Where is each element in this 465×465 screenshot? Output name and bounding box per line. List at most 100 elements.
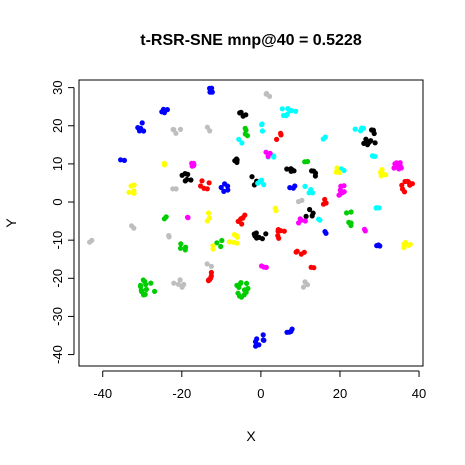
data-point — [407, 182, 413, 188]
data-point — [221, 188, 227, 194]
data-point — [206, 215, 213, 221]
cluster-red — [274, 130, 284, 142]
data-point — [363, 136, 369, 142]
data-point — [278, 130, 284, 136]
cluster-yellow — [161, 160, 168, 168]
data-point — [231, 232, 237, 238]
data-point — [274, 136, 280, 142]
cluster-magenta — [259, 263, 269, 270]
data-point — [239, 140, 245, 146]
data-point — [126, 189, 132, 195]
data-point — [141, 128, 147, 134]
data-point — [289, 326, 295, 332]
cluster-black — [251, 230, 269, 242]
cluster-gray — [204, 261, 214, 269]
data-point — [205, 210, 212, 216]
data-point — [238, 280, 244, 286]
cluster-gray — [166, 233, 172, 240]
data-point — [293, 108, 299, 114]
data-point — [309, 168, 315, 174]
data-point — [253, 343, 259, 349]
y-tick-label: 10 — [50, 157, 65, 171]
y-tick-label: -40 — [50, 345, 65, 364]
data-point — [299, 197, 305, 203]
cluster-yellow — [401, 239, 413, 251]
cluster-black — [179, 171, 194, 184]
cluster-cyan — [259, 121, 266, 134]
data-point — [173, 186, 179, 192]
data-point — [183, 244, 189, 250]
data-point — [284, 166, 290, 172]
data-point — [240, 215, 246, 221]
cluster-yellow — [126, 182, 137, 196]
x-tick-label: -40 — [93, 386, 112, 401]
data-point — [208, 275, 214, 281]
data-point — [298, 251, 304, 257]
data-point — [177, 277, 183, 283]
data-point — [310, 210, 316, 216]
data-point — [139, 289, 145, 295]
data-point — [263, 91, 269, 97]
data-point — [302, 279, 308, 285]
cluster-gray — [171, 277, 187, 290]
cluster-red — [275, 227, 287, 241]
data-point — [208, 269, 214, 276]
cluster-cyan — [279, 106, 299, 119]
cluster-yellow — [226, 232, 240, 246]
data-point — [322, 134, 328, 140]
data-point — [171, 280, 177, 286]
data-point — [307, 206, 313, 213]
cluster-blue — [159, 106, 170, 116]
data-point — [302, 183, 308, 189]
x-tick-label: 40 — [412, 386, 426, 401]
data-point — [137, 282, 144, 288]
data-point — [372, 153, 378, 159]
y-axis-label: Y — [3, 218, 19, 228]
data-point — [234, 240, 240, 246]
cluster-cyan — [338, 166, 347, 174]
data-point — [152, 288, 158, 294]
cluster-yellow — [377, 167, 389, 179]
data-point — [336, 192, 342, 198]
cluster-gray — [170, 186, 179, 192]
x-axis-label: X — [246, 428, 256, 444]
data-point — [236, 284, 242, 290]
data-point — [341, 167, 347, 174]
data-point — [219, 237, 225, 244]
cluster-gray — [170, 126, 184, 136]
data-point — [284, 111, 290, 117]
data-point — [175, 281, 181, 287]
data-point — [204, 261, 210, 267]
data-point — [129, 223, 135, 229]
cluster-black — [232, 156, 240, 165]
data-point — [394, 162, 400, 168]
y-tick-label: 0 — [50, 198, 65, 205]
data-point — [256, 234, 262, 240]
data-point — [185, 171, 191, 177]
data-point — [252, 339, 259, 345]
cluster-red — [198, 178, 212, 192]
data-point — [143, 281, 149, 288]
cluster-magenta — [391, 160, 404, 172]
data-point — [308, 264, 314, 270]
data-point — [341, 189, 347, 195]
cluster-gray — [87, 237, 95, 245]
data-point — [352, 126, 358, 132]
data-point — [131, 182, 137, 188]
data-point — [284, 329, 290, 335]
cluster-black — [237, 109, 249, 119]
data-point — [379, 167, 385, 173]
cluster-green — [137, 277, 158, 298]
data-point — [178, 241, 184, 247]
cluster-cyan — [373, 205, 382, 211]
data-point — [273, 208, 279, 214]
data-point — [163, 214, 169, 220]
data-point — [241, 292, 247, 298]
data-point — [226, 239, 233, 245]
cluster-blue — [135, 120, 147, 134]
data-point — [300, 284, 307, 290]
data-point — [218, 243, 224, 250]
cluster-green — [344, 209, 354, 229]
cluster-cyan — [316, 216, 323, 223]
